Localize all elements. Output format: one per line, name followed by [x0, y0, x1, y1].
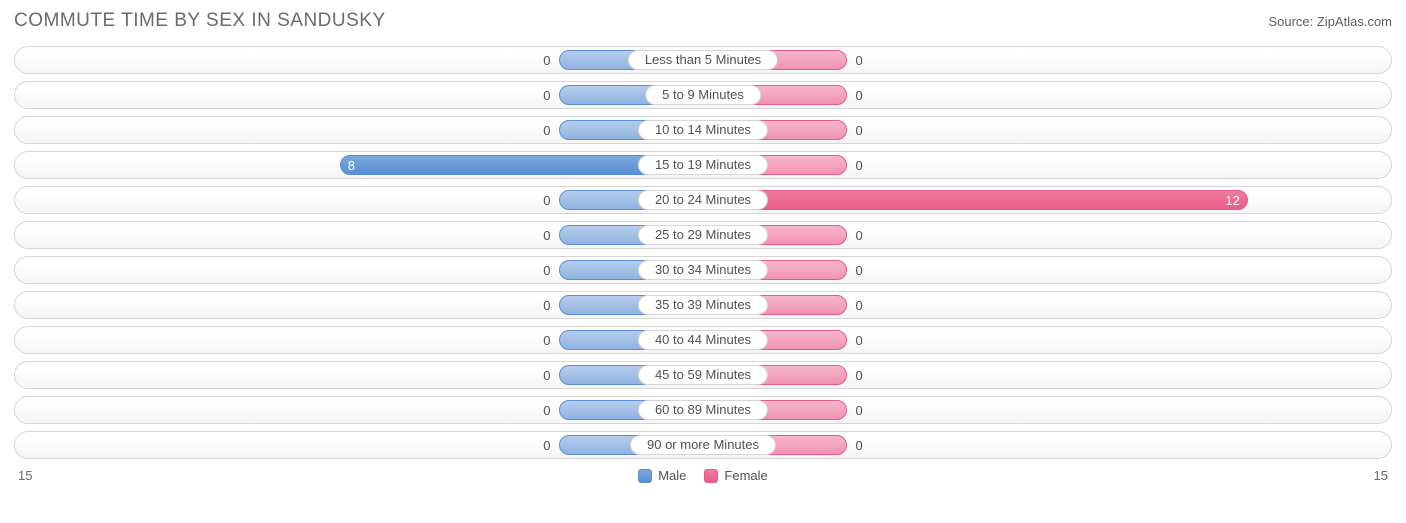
male-value: 0	[543, 432, 550, 460]
category-label: 5 to 9 Minutes	[645, 85, 761, 105]
legend-male-swatch	[638, 469, 652, 483]
category-label: 40 to 44 Minutes	[638, 330, 768, 350]
chart-footer: 15 Male Female 15	[14, 466, 1392, 483]
male-value: 0	[543, 362, 550, 390]
female-value: 0	[855, 397, 862, 425]
chart-container: COMMUTE TIME BY SEX IN SANDUSKY Source: …	[0, 0, 1406, 523]
chart-row: 20 to 24 Minutes 0 12	[14, 186, 1392, 214]
chart-row: 25 to 29 Minutes 0 0	[14, 221, 1392, 249]
chart-row: 30 to 34 Minutes 0 0	[14, 256, 1392, 284]
female-bar	[703, 190, 1248, 210]
category-label: 90 or more Minutes	[630, 435, 776, 455]
chart-title: COMMUTE TIME BY SEX IN SANDUSKY	[14, 10, 386, 32]
female-value: 12	[1225, 187, 1239, 215]
male-value: 0	[543, 397, 550, 425]
legend-male: Male	[638, 468, 686, 483]
male-value: 0	[543, 187, 550, 215]
female-value: 0	[855, 47, 862, 75]
female-value: 0	[855, 327, 862, 355]
female-value: 0	[855, 82, 862, 110]
category-label: 35 to 39 Minutes	[638, 295, 768, 315]
legend-female-label: Female	[724, 468, 767, 483]
male-value: 0	[543, 327, 550, 355]
male-value: 0	[543, 47, 550, 75]
chart-row: 90 or more Minutes 0 0	[14, 431, 1392, 459]
legend-female-swatch	[704, 469, 718, 483]
chart-source: Source: ZipAtlas.com	[1268, 14, 1392, 29]
female-value: 0	[855, 222, 862, 250]
category-label: 10 to 14 Minutes	[638, 120, 768, 140]
chart-header: COMMUTE TIME BY SEX IN SANDUSKY Source: …	[14, 10, 1392, 42]
male-value: 0	[543, 82, 550, 110]
category-label: 20 to 24 Minutes	[638, 190, 768, 210]
female-value: 0	[855, 117, 862, 145]
male-value: 0	[543, 117, 550, 145]
female-value: 0	[855, 362, 862, 390]
chart-row: 10 to 14 Minutes 0 0	[14, 116, 1392, 144]
female-value: 0	[855, 292, 862, 320]
female-value: 0	[855, 432, 862, 460]
legend: Male Female	[638, 468, 768, 483]
female-value: 0	[855, 152, 862, 180]
chart-row: 60 to 89 Minutes 0 0	[14, 396, 1392, 424]
chart-row: 45 to 59 Minutes 0 0	[14, 361, 1392, 389]
legend-male-label: Male	[658, 468, 686, 483]
male-value: 8	[348, 152, 355, 180]
male-value: 0	[543, 257, 550, 285]
chart-row: 5 to 9 Minutes 0 0	[14, 81, 1392, 109]
category-label: 25 to 29 Minutes	[638, 225, 768, 245]
category-label: 45 to 59 Minutes	[638, 365, 768, 385]
chart-row: 15 to 19 Minutes 8 0	[14, 151, 1392, 179]
category-label: Less than 5 Minutes	[628, 50, 778, 70]
category-label: 30 to 34 Minutes	[638, 260, 768, 280]
legend-female: Female	[704, 468, 767, 483]
chart-row: 35 to 39 Minutes 0 0	[14, 291, 1392, 319]
category-label: 60 to 89 Minutes	[638, 400, 768, 420]
male-value: 0	[543, 222, 550, 250]
female-value: 0	[855, 257, 862, 285]
category-label: 15 to 19 Minutes	[638, 155, 768, 175]
axis-max-right: 15	[1374, 468, 1388, 483]
chart-row: 40 to 44 Minutes 0 0	[14, 326, 1392, 354]
chart-area: Less than 5 Minutes005 to 9 Minutes0010 …	[14, 42, 1392, 459]
male-value: 0	[543, 292, 550, 320]
chart-row: Less than 5 Minutes 0 0	[14, 46, 1392, 74]
axis-max-left: 15	[18, 468, 32, 483]
